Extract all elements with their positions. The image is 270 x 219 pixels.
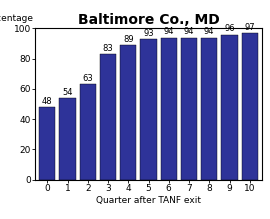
Text: 63: 63: [82, 74, 93, 83]
Bar: [80, 84, 96, 180]
Text: Percentage: Percentage: [0, 14, 33, 23]
Text: 89: 89: [123, 35, 134, 44]
Text: 96: 96: [224, 24, 235, 33]
Bar: [120, 45, 136, 180]
Text: 94: 94: [184, 27, 194, 36]
Bar: [140, 39, 157, 180]
Bar: [181, 37, 197, 180]
X-axis label: Quarter after TANF exit: Quarter after TANF exit: [96, 196, 201, 205]
Text: 83: 83: [103, 44, 113, 53]
Text: 54: 54: [62, 88, 73, 97]
Bar: [100, 54, 116, 180]
Text: 97: 97: [244, 23, 255, 32]
Bar: [201, 37, 217, 180]
Text: 94: 94: [204, 27, 214, 36]
Bar: [242, 33, 258, 180]
Text: 48: 48: [42, 97, 53, 106]
Bar: [59, 98, 76, 180]
Bar: [161, 37, 177, 180]
Title: Baltimore Co., MD: Baltimore Co., MD: [78, 13, 219, 27]
Bar: [39, 107, 55, 180]
Bar: [221, 35, 238, 180]
Text: 93: 93: [143, 29, 154, 38]
Text: 94: 94: [164, 27, 174, 36]
